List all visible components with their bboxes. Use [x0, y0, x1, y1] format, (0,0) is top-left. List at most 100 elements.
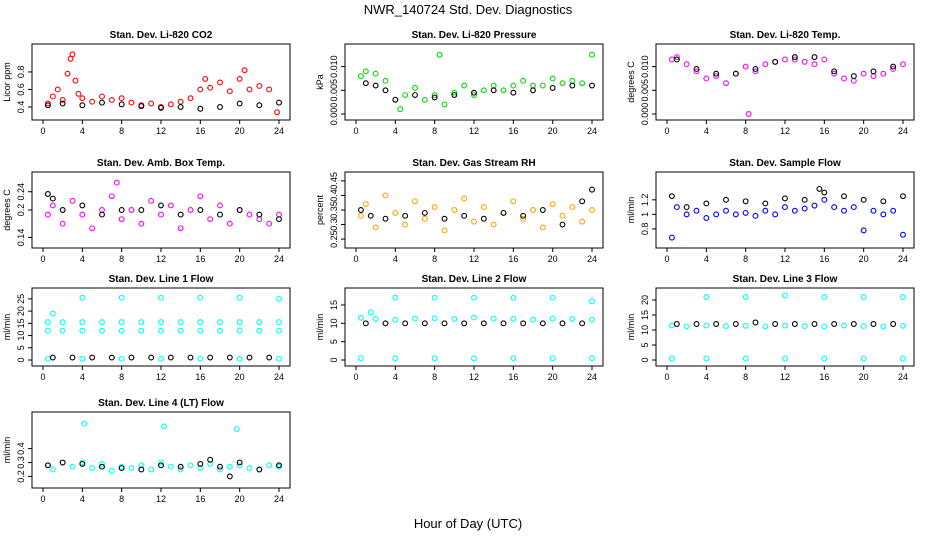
data-point	[791, 207, 798, 214]
data-point	[772, 211, 779, 218]
data-point	[108, 467, 115, 474]
data-point	[801, 58, 808, 65]
data-point	[801, 196, 808, 203]
data-point	[362, 201, 369, 208]
x-tick-label: 0	[353, 254, 358, 264]
y-tick-label: 0.2	[16, 204, 26, 217]
data-point	[187, 95, 194, 102]
data-point	[421, 215, 428, 222]
x-tick-label: 4	[80, 126, 85, 136]
data-point	[693, 321, 700, 327]
data-point	[241, 67, 248, 74]
data-point	[161, 423, 167, 430]
data-point	[79, 202, 86, 209]
x-tick-label: 24	[274, 254, 284, 264]
data-point	[49, 93, 56, 100]
data-point	[539, 207, 546, 213]
data-point	[392, 294, 399, 301]
data-point	[431, 315, 438, 322]
data-point	[357, 212, 364, 219]
x-tick-label: 12	[156, 494, 166, 504]
data-point	[559, 320, 566, 327]
y-tick-label: 10	[329, 318, 339, 328]
data-point	[549, 315, 556, 322]
x-tick-label: 20	[235, 126, 245, 136]
data-point	[870, 321, 877, 327]
data-point	[44, 462, 51, 469]
data-point	[217, 211, 223, 218]
data-point	[202, 75, 209, 82]
data-point	[589, 82, 595, 89]
y-tick-label: 5	[329, 339, 339, 344]
y-axis-title: kPa	[315, 74, 325, 90]
chart-panel: Stan. Dev. Amb. Box Temp. degrees C 0 4 8 12 1…	[2, 158, 291, 264]
data-point	[118, 327, 125, 334]
data-point	[510, 315, 517, 322]
y-tick-label: 0.4	[16, 442, 26, 455]
plot-frame	[31, 411, 291, 489]
data-point	[441, 227, 448, 234]
data-point	[520, 320, 527, 327]
data-point	[500, 87, 507, 94]
x-tick-label: 16	[195, 494, 205, 504]
data-point	[811, 61, 818, 68]
y-tick-label: 0.000	[329, 103, 339, 126]
y-tick-label: 0.25	[329, 230, 339, 248]
data-point	[850, 73, 857, 80]
data-point	[412, 315, 418, 322]
chart-panel: Stan. Dev. Line 1 Flow ml/min 0 4 8 12 16 20 24 0…	[2, 274, 291, 382]
data-point	[421, 96, 428, 103]
plot-frame	[655, 287, 915, 367]
data-point	[668, 193, 675, 200]
data-point	[421, 320, 428, 327]
x-tick-label: 20	[548, 126, 558, 136]
data-point	[723, 196, 729, 203]
data-point	[436, 51, 443, 58]
data-point	[138, 462, 145, 469]
data-point	[69, 354, 76, 361]
data-point	[118, 355, 125, 362]
x-tick-label: 0	[664, 254, 669, 264]
data-point	[197, 193, 204, 200]
y-tick-label: 0.4	[329, 189, 339, 202]
data-point	[108, 193, 115, 200]
data-point	[177, 466, 184, 473]
data-point	[54, 86, 61, 93]
data-point	[579, 198, 586, 205]
x-tick-label: 8	[119, 372, 124, 382]
data-point	[382, 87, 389, 94]
data-point	[520, 77, 527, 84]
data-point	[167, 202, 174, 209]
x-tick-label: 16	[508, 372, 518, 382]
data-point	[118, 101, 125, 108]
x-tick-label: 24	[898, 254, 908, 264]
data-point	[713, 70, 720, 77]
x-tick-label: 16	[819, 254, 829, 264]
data-point	[217, 463, 223, 470]
data-point	[569, 204, 576, 211]
plot-frame	[31, 171, 291, 249]
data-point	[431, 355, 438, 362]
data-point	[382, 320, 389, 327]
data-point	[742, 294, 749, 300]
data-point	[589, 316, 595, 323]
y-tick-label: 0.45	[329, 172, 339, 190]
data-point	[821, 294, 828, 300]
x-tick-label: 24	[898, 372, 908, 382]
data-point	[579, 218, 586, 225]
x-tick-label: 12	[469, 126, 479, 136]
x-tick-label: 8	[432, 372, 437, 382]
data-point	[500, 209, 507, 216]
x-tick-label: 8	[743, 254, 748, 264]
y-tick-label: 0.6	[16, 83, 26, 96]
data-point	[569, 315, 576, 322]
x-tick-label: 8	[743, 126, 748, 136]
x-tick-label: 16	[819, 372, 829, 382]
data-point	[723, 207, 729, 214]
data-point	[471, 314, 477, 321]
x-tick-label: 12	[780, 372, 790, 382]
data-point	[510, 89, 517, 96]
data-point	[673, 54, 680, 61]
x-tick-label: 20	[859, 126, 869, 136]
data-point	[841, 207, 847, 214]
